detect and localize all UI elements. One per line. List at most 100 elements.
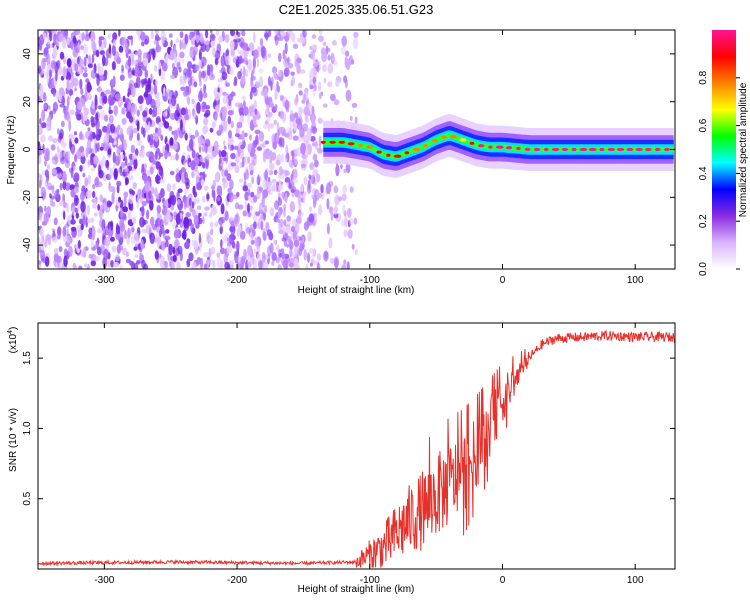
- noise-cell: [301, 163, 306, 168]
- noise-cell: [72, 206, 75, 217]
- noise-cell: [134, 148, 139, 157]
- noise-cell: [134, 65, 140, 77]
- noise-cell: [87, 174, 91, 185]
- noise-cell: [292, 177, 298, 184]
- noise-cell: [38, 125, 43, 136]
- noise-cell: [89, 217, 95, 223]
- noise-cell: [39, 216, 43, 223]
- noise-cell: [161, 36, 165, 45]
- snr-background: [38, 323, 675, 569]
- noise-cell: [44, 159, 47, 167]
- noise-cell: [340, 46, 346, 55]
- noise-cell: [230, 120, 234, 129]
- noise-cell: [211, 47, 216, 56]
- noise-cell: [276, 81, 279, 92]
- noise-cell: [224, 210, 229, 222]
- noise-cell: [290, 80, 293, 87]
- noise-cell: [163, 200, 168, 207]
- noise-cell: [112, 151, 116, 164]
- noise-cell: [202, 162, 206, 169]
- noise-cell: [90, 236, 94, 249]
- noise-cell: [253, 221, 257, 230]
- noise-cell: [54, 153, 58, 162]
- noise-cell: [264, 169, 268, 181]
- noise-cell: [309, 206, 312, 212]
- noise-cell: [313, 248, 316, 257]
- noise-cell: [168, 33, 173, 38]
- noise-cell: [155, 217, 162, 227]
- noise-cell: [350, 115, 353, 121]
- noise-cell: [299, 244, 304, 252]
- noise-cell: [66, 96, 70, 108]
- noise-cell: [241, 130, 245, 142]
- noise-cell: [183, 216, 190, 229]
- noise-cell: [125, 156, 128, 167]
- noise-cell: [110, 114, 113, 123]
- noise-cell: [236, 121, 243, 129]
- ridge-peak: [571, 147, 577, 152]
- noise-cell: [127, 209, 132, 221]
- noise-cell: [193, 191, 198, 198]
- noise-cell: [349, 186, 354, 193]
- noise-cell: [210, 246, 216, 255]
- noise-cell: [102, 125, 108, 133]
- noise-cell: [298, 212, 304, 218]
- noise-cell: [220, 150, 227, 158]
- noise-cell: [151, 153, 155, 165]
- noise-cell: [88, 54, 91, 63]
- noise-cell: [110, 123, 115, 134]
- noise-cell: [274, 104, 278, 111]
- noise-cell: [156, 98, 161, 109]
- noise-cell: [209, 73, 215, 81]
- noise-cell: [48, 185, 54, 190]
- noise-cell: [91, 198, 96, 204]
- ridge-peak: [338, 140, 346, 144]
- noise-cell: [323, 250, 329, 262]
- noise-cell: [265, 95, 269, 106]
- noise-cell: [63, 56, 67, 65]
- noise-cell: [221, 91, 228, 96]
- snr-x-tick-label: -300: [94, 575, 114, 586]
- noise-cell: [198, 70, 202, 82]
- noise-cell: [288, 182, 292, 190]
- noise-cell: [194, 248, 199, 255]
- noise-cell: [296, 147, 302, 157]
- noise-cell: [312, 199, 317, 209]
- noise-cell: [118, 245, 124, 251]
- noise-cell: [261, 189, 267, 199]
- ridge-peak: [635, 147, 643, 152]
- noise-cell: [114, 93, 121, 101]
- noise-cell: [179, 51, 185, 59]
- noise-cell: [323, 77, 327, 84]
- noise-cell: [173, 129, 178, 141]
- noise-cell: [236, 191, 240, 198]
- noise-cell: [179, 252, 183, 262]
- noise-cell: [96, 128, 100, 136]
- ridge-peak: [544, 147, 549, 152]
- noise-cell: [311, 44, 318, 50]
- noise-cell: [78, 218, 84, 225]
- noise-cell: [225, 49, 229, 57]
- noise-cell: [159, 228, 162, 238]
- noise-cell: [193, 30, 199, 35]
- snr-x-tick-label: -200: [227, 575, 247, 586]
- noise-cell: [281, 153, 285, 163]
- noise-cell: [66, 78, 70, 90]
- noise-cell: [160, 134, 163, 141]
- noise-cell: [213, 189, 216, 202]
- noise-cell: [249, 169, 254, 176]
- noise-cell: [82, 247, 87, 258]
- noise-cell: [156, 108, 162, 115]
- noise-cell: [292, 43, 299, 49]
- noise-cell: [95, 49, 100, 58]
- noise-cell: [175, 168, 180, 173]
- noise-cell: [221, 235, 226, 245]
- noise-cell: [72, 77, 79, 87]
- snr-y-tick-label: 0.5: [22, 491, 33, 505]
- noise-cell: [247, 188, 251, 196]
- noise-cell: [293, 257, 299, 269]
- noise-cell: [318, 35, 324, 42]
- noise-cell: [162, 230, 166, 239]
- noise-cell: [354, 116, 358, 125]
- noise-cell: [84, 66, 88, 73]
